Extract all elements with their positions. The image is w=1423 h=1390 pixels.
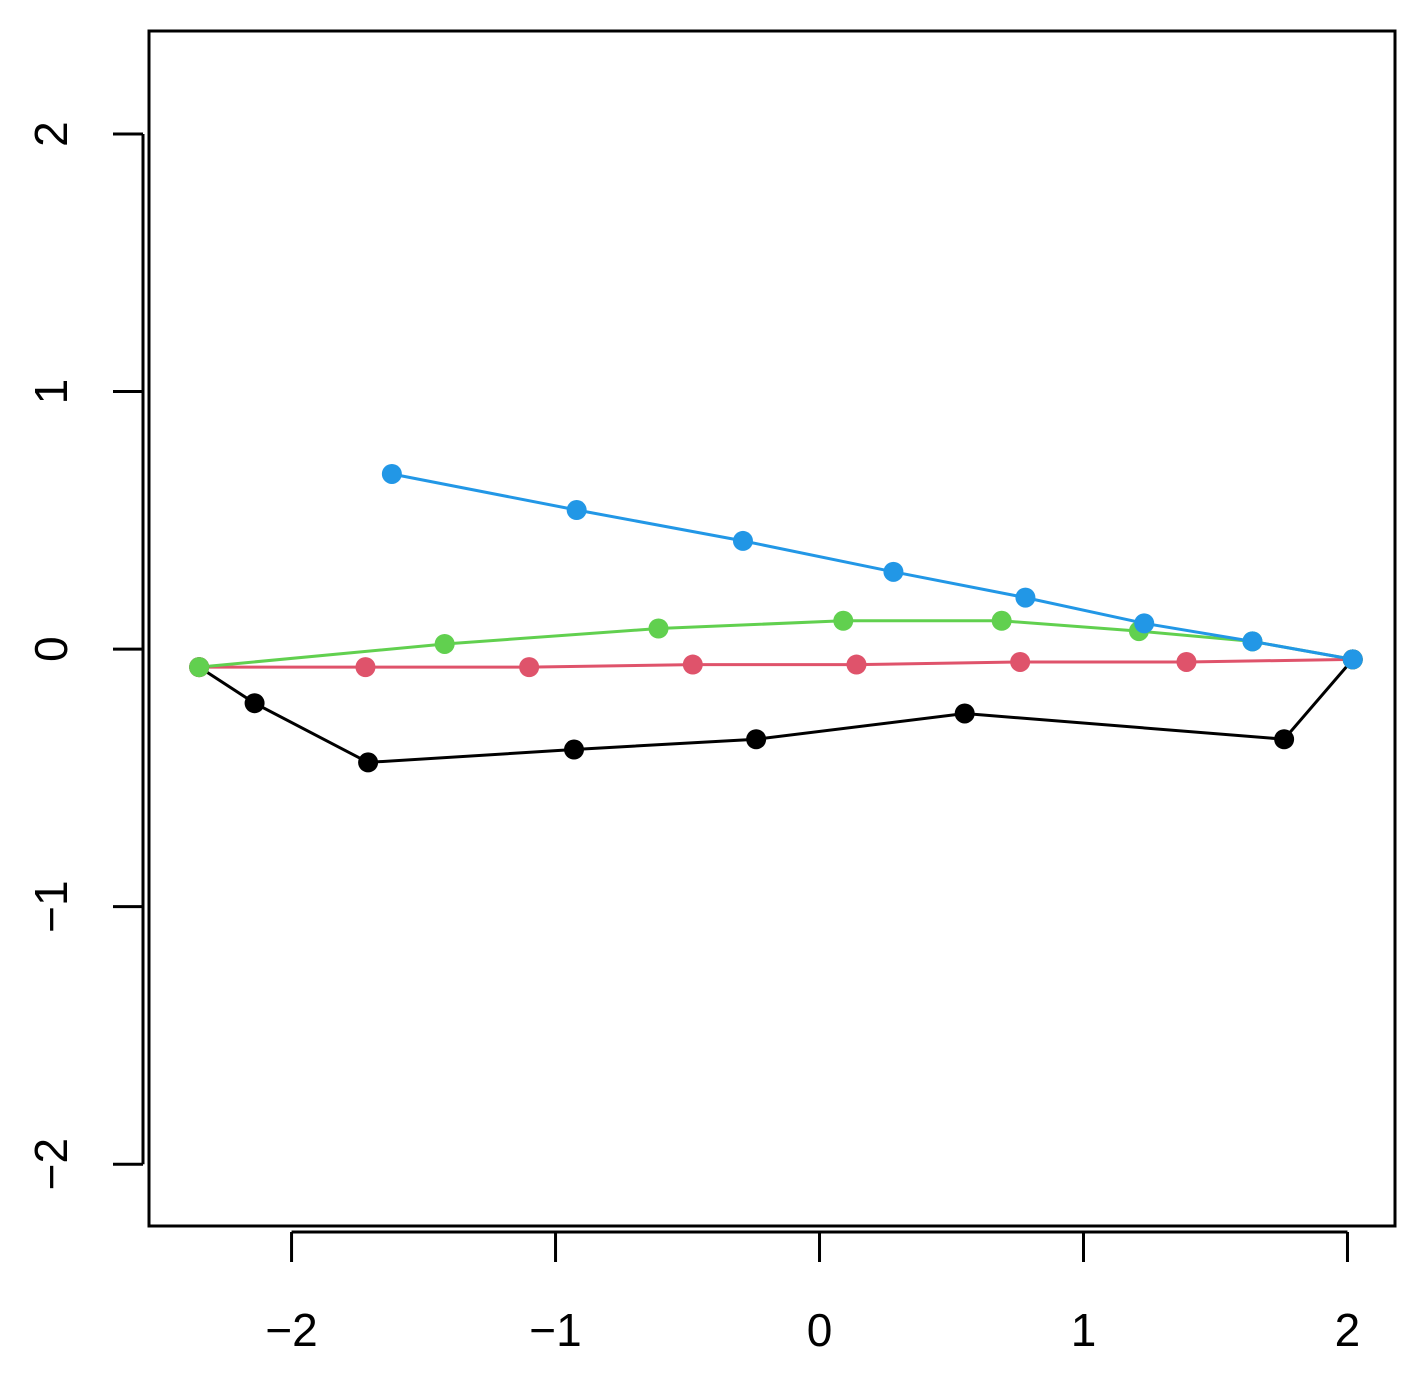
data-point [833,610,854,631]
data-point [519,657,540,678]
data-point [991,610,1012,631]
data-point [189,657,210,678]
data-point [244,693,265,714]
data-point [434,633,455,654]
data-point [381,463,402,484]
series-line [198,658,1354,764]
data-point [1274,729,1295,750]
data-point [682,654,703,675]
x-axis: −2 −1 0 1 2 [265,1230,1361,1356]
y-tick-label: 2 [25,121,77,147]
series-layer [189,463,1363,773]
data-point [358,752,379,773]
series-2 [199,657,1353,669]
y-tick-label: 1 [25,379,77,405]
data-point [648,618,669,639]
data-point [746,729,767,750]
data-point [954,703,975,724]
data-point [732,530,753,551]
data-point [1134,613,1155,634]
data-point [1015,587,1036,608]
x-tick-label: −2 [265,1304,317,1356]
y-tick-label: −2 [25,1138,77,1190]
series-line [199,657,1353,669]
y-tick-label: 0 [25,636,77,662]
series-1 [198,658,1354,764]
data-point [355,657,376,678]
y-tick-label: −1 [25,880,77,932]
data-point [566,500,587,521]
data-point [1176,651,1197,672]
x-tick-label: −1 [529,1304,581,1356]
x-tick-label: 0 [807,1304,833,1356]
data-point [883,561,904,582]
data-point [846,654,867,675]
series-4-points [381,463,1363,670]
data-point [1010,651,1031,672]
plot-frame [147,29,1397,1228]
data-point [564,739,585,760]
data-point [1342,649,1363,670]
x-tick-label: 1 [1071,1304,1097,1356]
series-4 [391,472,1354,661]
data-point [1242,631,1263,652]
x-tick-label: 2 [1335,1304,1361,1356]
y-axis: −2 −1 0 1 2 [25,121,145,1190]
series-line [391,472,1354,661]
